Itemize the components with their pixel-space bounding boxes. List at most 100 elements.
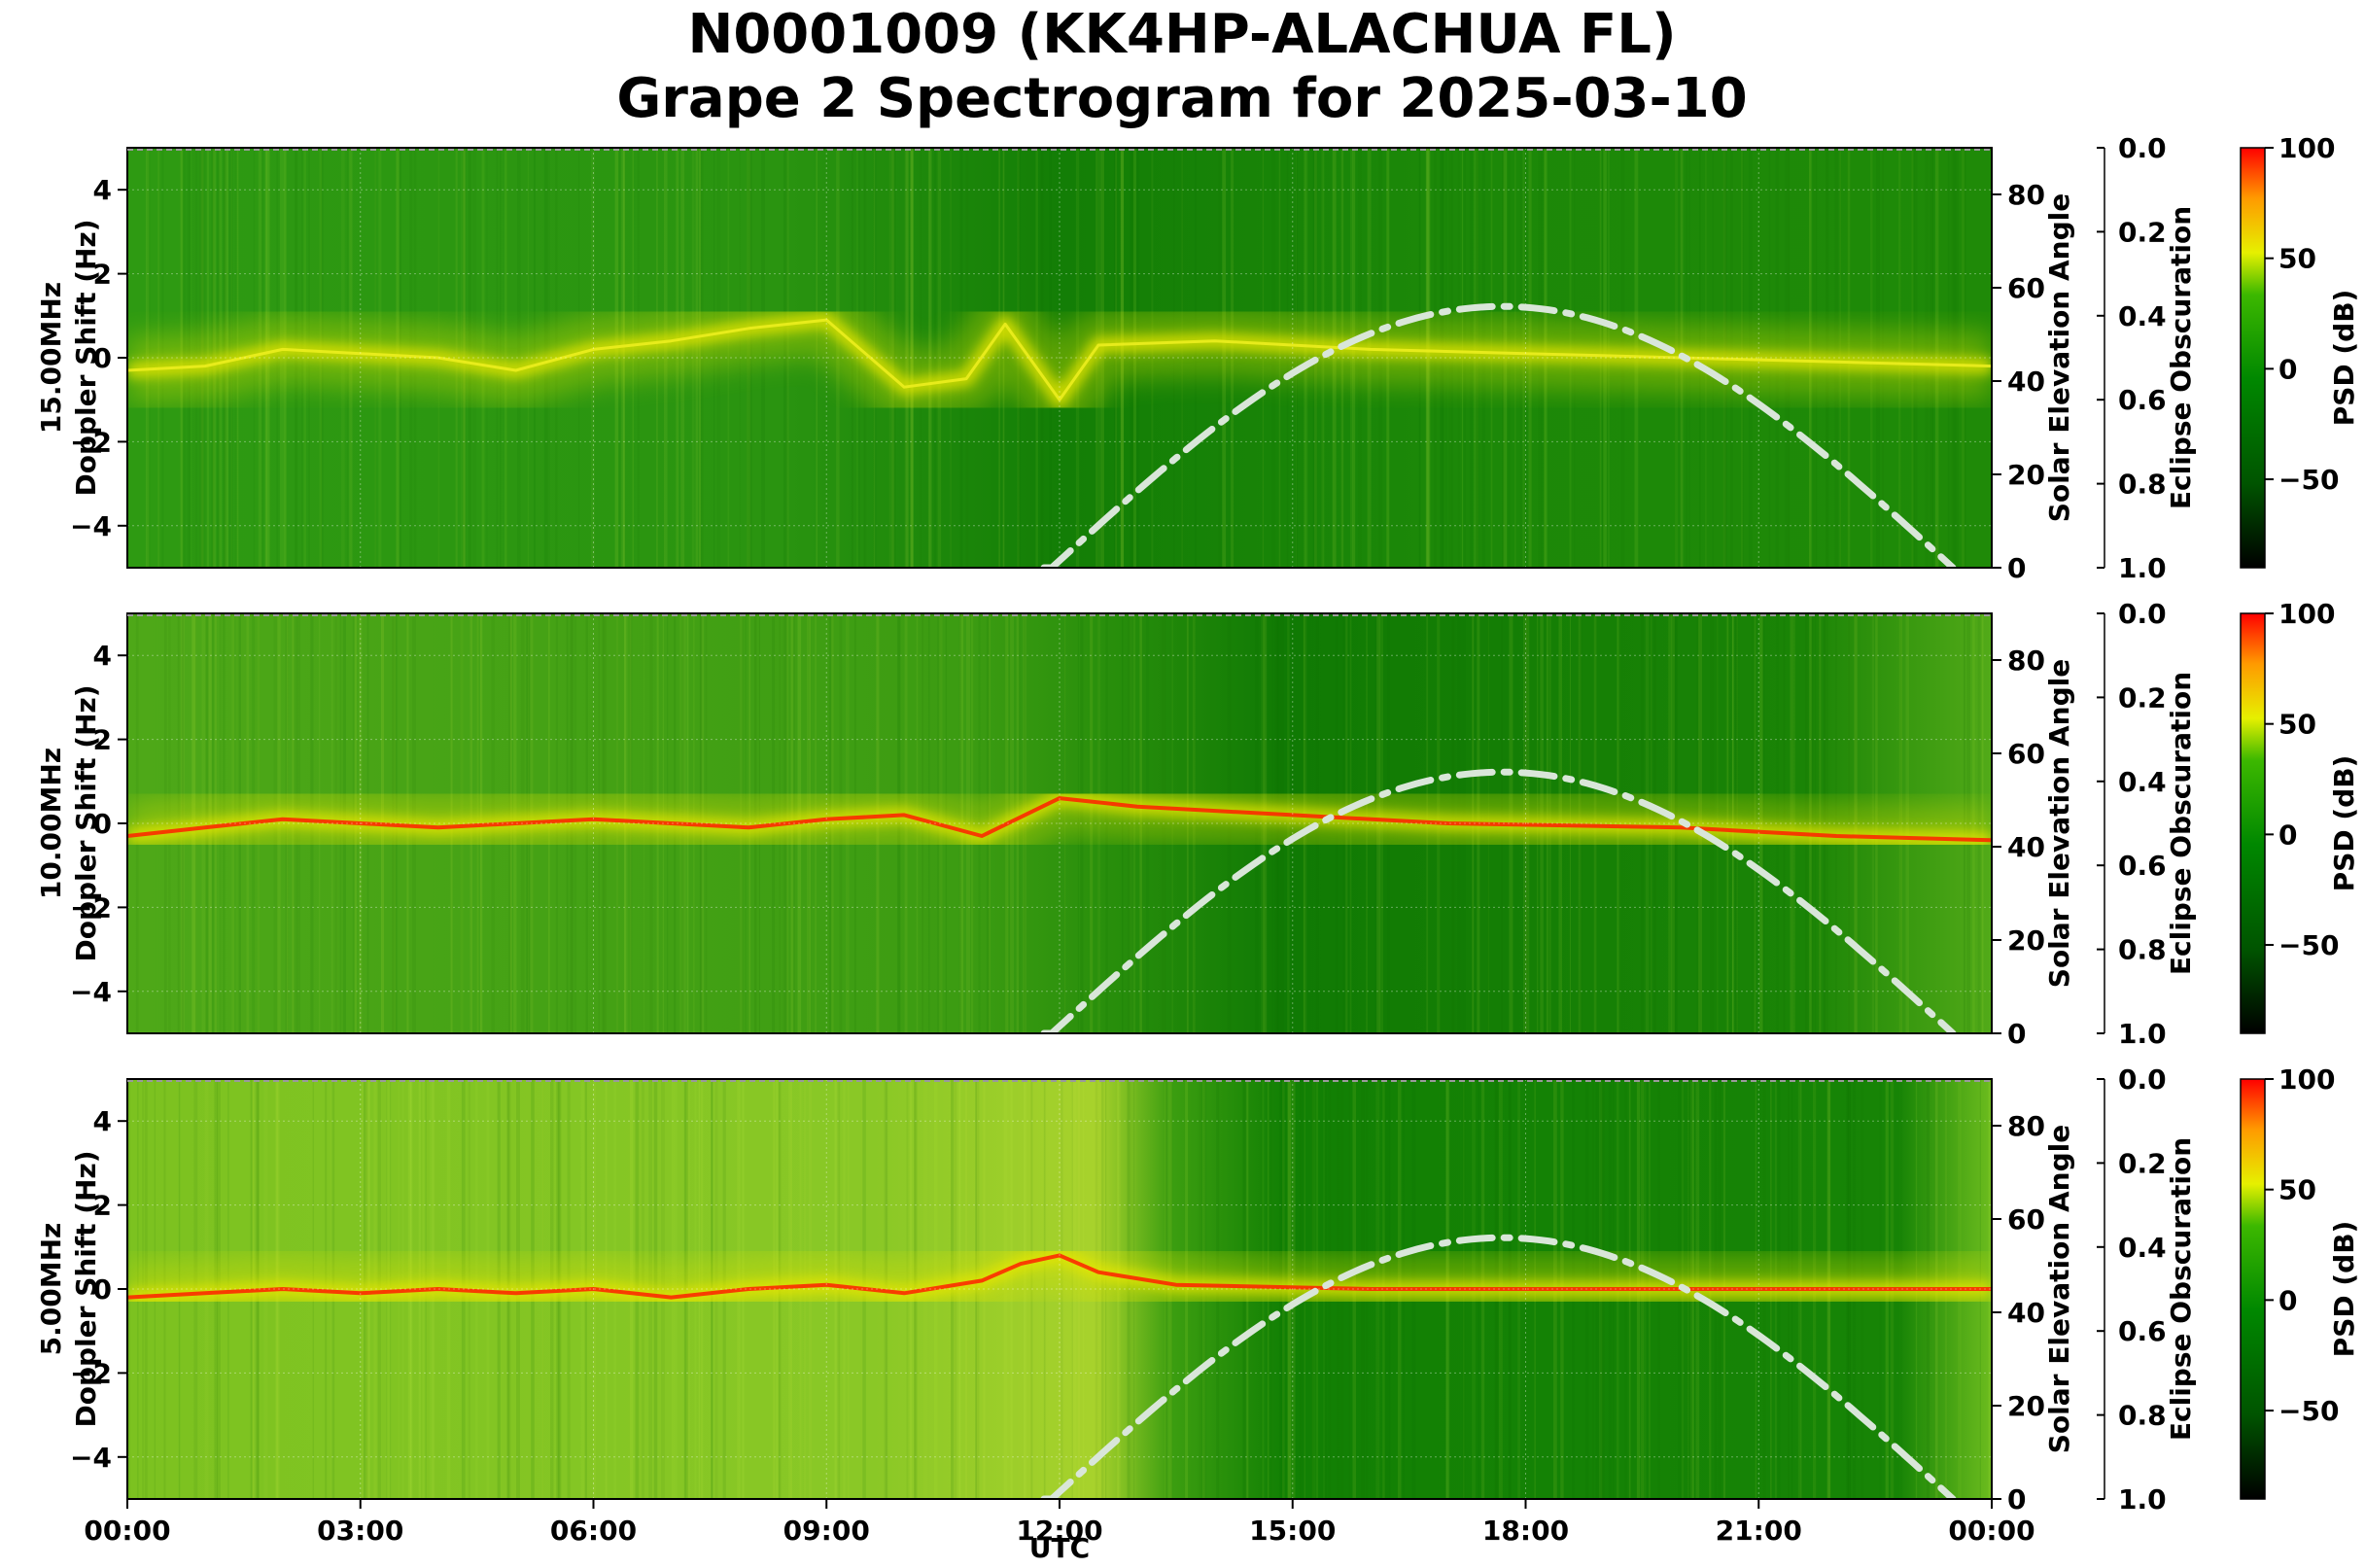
x-axis-label: UTC	[1029, 1532, 1090, 1564]
x-tick-label: 06:00	[550, 1515, 637, 1547]
elevation-tick-label: 80	[2007, 1110, 2045, 1142]
doppler-trace-line	[127, 318, 1992, 401]
eclipse-tick-label: 1.0	[2118, 1018, 2167, 1050]
y-axis-label: 15.00MHz Doppler Shift (Hz)	[35, 219, 102, 496]
x-tick-label: 15:00	[1249, 1515, 1336, 1547]
y-tick-label: −2	[70, 426, 112, 458]
eclipse-tick-label: 0.6	[2118, 850, 2167, 882]
solar-elevation-curve	[1040, 1234, 1957, 1499]
eclipse-tick-label: 1.0	[2118, 552, 2167, 584]
psd-tick-label: −50	[2278, 929, 2339, 961]
spectrogram-plot-area	[127, 148, 1992, 568]
eclipse-tick-label: 0.6	[2118, 384, 2167, 416]
eclipse-tick-label: 0.4	[2118, 766, 2167, 798]
y-tick-label: −4	[70, 976, 112, 1008]
x-tick-label: 21:00	[1716, 1515, 1802, 1547]
title-line-2: Grape 2 Spectrogram for 2025-03-10	[616, 67, 1747, 130]
psd-tick-label: 50	[2278, 709, 2316, 741]
spectrogram-plot-area	[127, 1079, 1992, 1499]
y-tick-label: 4	[93, 640, 112, 672]
eclipse-tick-label: 0.0	[2118, 598, 2167, 630]
eclipse-axis-label: Eclipse Obscuration	[2165, 672, 2197, 975]
y-tick-label: −2	[70, 1357, 112, 1389]
y-tick-label: 2	[93, 259, 112, 291]
psd-tick-label: 0	[2278, 1284, 2297, 1316]
psd-colorbar	[2240, 147, 2266, 569]
x-tick-label: 00:00	[1948, 1515, 2035, 1547]
doppler-label: Doppler Shift (Hz)	[70, 219, 102, 496]
psd-axis-label: PSD (dB)	[2328, 1221, 2360, 1358]
psd-colorbar	[2240, 612, 2266, 1034]
y-tick-label: 4	[93, 174, 112, 206]
elevation-axis-label: Solar Elevation Angle	[2043, 1125, 2075, 1453]
eclipse-tick-label: 1.0	[2118, 1483, 2167, 1516]
psd-tick-label: 100	[2278, 1063, 2335, 1096]
x-tick-label: 09:00	[783, 1515, 870, 1547]
y-axis-label: 5.00MHz Doppler Shift (Hz)	[35, 1150, 102, 1427]
y-tick-label: −2	[70, 891, 112, 923]
doppler-label: Doppler Shift (Hz)	[70, 1150, 102, 1427]
eclipse-axis-label: Eclipse Obscuration	[2165, 1137, 2197, 1441]
elevation-axis-label: Solar Elevation Angle	[2043, 193, 2075, 522]
elevation-tick-label: 20	[2007, 1390, 2045, 1422]
psd-axis-label: PSD (dB)	[2328, 290, 2360, 427]
x-tick-label: 18:00	[1482, 1515, 1569, 1547]
y-tick-label: 0	[93, 808, 112, 840]
elevation-axis-label: Solar Elevation Angle	[2043, 659, 2075, 988]
eclipse-tick-label: 0.6	[2118, 1315, 2167, 1347]
psd-tick-label: 50	[2278, 1174, 2316, 1206]
solar-elevation-curve	[1040, 302, 1957, 568]
eclipse-tick-label: 0.8	[2118, 934, 2167, 966]
psd-tick-label: −50	[2278, 1395, 2339, 1427]
x-tick-label: 12:00	[1016, 1515, 1102, 1547]
utc-axis: 00:00 03:00 06:00 09:00 12:00 15:00 18:00 21:00…	[84, 1499, 2035, 1547]
y-axis-label: 10.00MHz Doppler Shift (Hz)	[35, 684, 102, 961]
frequency-label: 10.00MHz	[35, 748, 67, 899]
eclipse-tick-label: 0.0	[2118, 1063, 2167, 1096]
spectrogram-plot-area	[127, 613, 1992, 1033]
elevation-tick-label: 0	[2007, 1018, 2026, 1050]
x-tick-label: 00:00	[84, 1515, 170, 1547]
psd-axis-label: PSD (dB)	[2328, 755, 2360, 892]
y-tick-label: −4	[70, 510, 112, 542]
y-tick-label: 2	[93, 724, 112, 756]
doppler-trace-line	[127, 1253, 1992, 1300]
eclipse-tick-label: 0.2	[2118, 1147, 2167, 1179]
y-tick-label: 2	[93, 1190, 112, 1222]
eclipse-tick-label: 0.8	[2118, 469, 2167, 501]
y-tick-label: −4	[70, 1442, 112, 1474]
figure-title: N0001009 (KK4HP-ALACHUA FL) Grape 2 Spec…	[616, 3, 1747, 130]
solar-elevation-curve	[1040, 768, 1957, 1033]
psd-tick-label: 0	[2278, 353, 2297, 385]
elevation-tick-label: 60	[2007, 738, 2045, 770]
eclipse-tick-label: 0.4	[2118, 300, 2167, 332]
frequency-label: 15.00MHz	[35, 282, 67, 434]
title-line-1: N0001009 (KK4HP-ALACHUA FL)	[687, 3, 1676, 66]
eclipse-tick-label: 0.0	[2118, 132, 2167, 164]
eclipse-tick-label: 0.8	[2118, 1400, 2167, 1432]
eclipse-tick-label: 0.4	[2118, 1232, 2167, 1264]
y-tick-label: 4	[93, 1105, 112, 1137]
elevation-tick-label: 0	[2007, 552, 2026, 584]
eclipse-tick-label: 0.2	[2118, 216, 2167, 248]
noise-streak	[816, 148, 817, 568]
elevation-tick-label: 80	[2007, 645, 2045, 677]
elevation-tick-label: 80	[2007, 179, 2045, 211]
elevation-tick-label: 60	[2007, 1203, 2045, 1236]
frequency-label: 5.00MHz	[35, 1223, 67, 1356]
psd-tick-label: 100	[2278, 598, 2335, 630]
doppler-trace-line	[127, 796, 1992, 843]
elevation-tick-label: 60	[2007, 272, 2045, 304]
psd-tick-label: 0	[2278, 819, 2297, 851]
psd-colorbar	[2240, 1078, 2266, 1500]
elevation-tick-label: 0	[2007, 1483, 2026, 1516]
doppler-label: Doppler Shift (Hz)	[70, 684, 102, 961]
psd-tick-label: 100	[2278, 132, 2335, 164]
y-tick-label: 0	[93, 1273, 112, 1306]
psd-tick-label: 50	[2278, 243, 2316, 275]
